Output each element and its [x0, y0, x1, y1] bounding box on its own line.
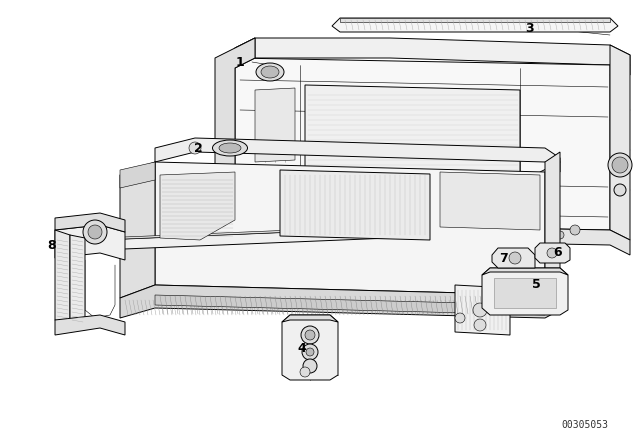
Circle shape — [556, 231, 564, 239]
Polygon shape — [55, 315, 125, 335]
Text: 5: 5 — [532, 279, 540, 292]
Circle shape — [83, 220, 107, 244]
Polygon shape — [535, 243, 570, 263]
Text: 1: 1 — [236, 56, 244, 69]
Text: 3: 3 — [525, 22, 534, 34]
Polygon shape — [482, 268, 568, 275]
Circle shape — [302, 344, 318, 360]
Polygon shape — [235, 223, 630, 255]
Ellipse shape — [219, 143, 241, 153]
Polygon shape — [332, 18, 618, 32]
Polygon shape — [55, 225, 125, 260]
Polygon shape — [100, 226, 390, 240]
Polygon shape — [100, 228, 390, 250]
Circle shape — [305, 330, 315, 340]
Polygon shape — [305, 85, 520, 220]
Text: 4: 4 — [298, 341, 307, 354]
Polygon shape — [155, 138, 560, 172]
Polygon shape — [492, 248, 535, 268]
Circle shape — [88, 225, 102, 239]
Text: 00305053: 00305053 — [561, 420, 609, 430]
Polygon shape — [55, 213, 125, 232]
Text: 8: 8 — [48, 238, 56, 251]
Polygon shape — [494, 278, 556, 308]
Polygon shape — [282, 315, 338, 322]
Polygon shape — [120, 162, 155, 188]
Circle shape — [509, 252, 521, 264]
Circle shape — [455, 313, 465, 323]
Circle shape — [608, 153, 632, 177]
Ellipse shape — [256, 63, 284, 81]
Text: 2: 2 — [194, 142, 202, 155]
Polygon shape — [120, 162, 155, 298]
Polygon shape — [282, 315, 338, 380]
Circle shape — [189, 142, 201, 154]
Circle shape — [301, 326, 319, 344]
Polygon shape — [215, 38, 255, 223]
Circle shape — [612, 157, 628, 173]
Polygon shape — [160, 172, 235, 240]
Polygon shape — [155, 295, 545, 315]
Polygon shape — [70, 235, 85, 328]
Polygon shape — [455, 285, 510, 335]
Circle shape — [474, 319, 486, 331]
Polygon shape — [235, 58, 610, 230]
Circle shape — [303, 359, 317, 373]
Polygon shape — [545, 152, 560, 295]
Polygon shape — [440, 172, 540, 230]
Polygon shape — [280, 170, 430, 240]
Polygon shape — [255, 88, 295, 162]
Polygon shape — [120, 285, 560, 318]
Circle shape — [473, 303, 487, 317]
Polygon shape — [235, 38, 255, 68]
Polygon shape — [155, 162, 545, 295]
Circle shape — [570, 225, 580, 235]
Polygon shape — [340, 18, 610, 22]
Circle shape — [300, 367, 310, 377]
Ellipse shape — [212, 140, 248, 156]
Polygon shape — [235, 38, 630, 75]
Circle shape — [306, 348, 314, 356]
Ellipse shape — [261, 66, 279, 78]
Text: 6: 6 — [554, 246, 563, 259]
Polygon shape — [482, 268, 568, 315]
Polygon shape — [610, 45, 630, 240]
Circle shape — [547, 248, 557, 258]
Circle shape — [614, 184, 626, 196]
Text: 7: 7 — [499, 251, 508, 264]
Polygon shape — [55, 230, 70, 325]
